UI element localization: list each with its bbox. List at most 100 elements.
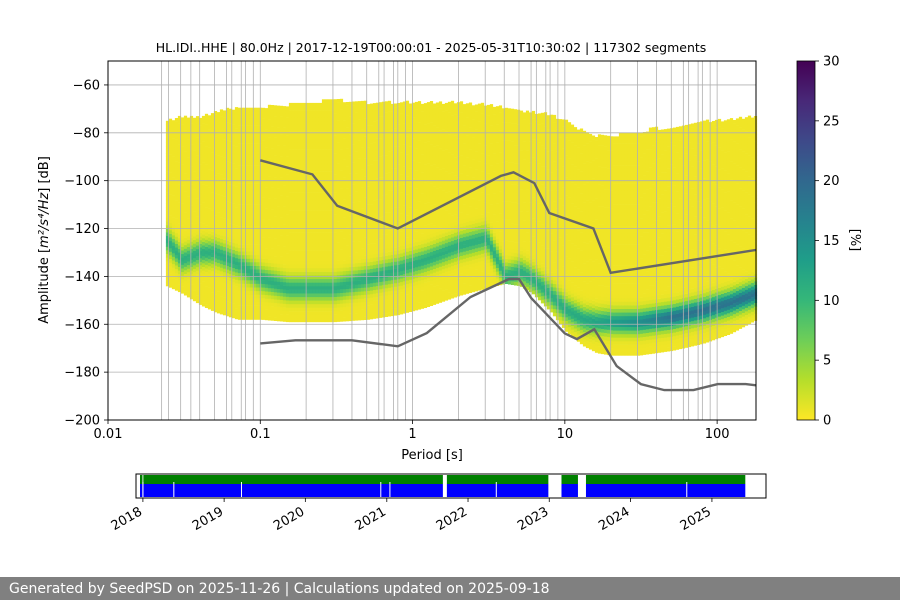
heatmap-cell: [315, 235, 320, 240]
heatmap-cell: [366, 204, 371, 209]
heatmap-cell: [300, 232, 305, 236]
heatmap-cell: [390, 107, 395, 112]
heatmap-cell: [342, 159, 347, 164]
heatmap-cell: [195, 184, 200, 189]
heatmap-cell: [228, 151, 233, 156]
heatmap-cell: [225, 287, 230, 292]
heatmap-cell: [219, 263, 224, 268]
heatmap-cell: [339, 292, 344, 297]
heatmap-cell: [321, 113, 326, 118]
heatmap-cell: [240, 251, 245, 256]
heatmap-cell: [216, 216, 221, 221]
heatmap-cell: [351, 284, 356, 289]
heatmap-cell: [318, 311, 323, 315]
heatmap-cell: [165, 207, 170, 211]
heatmap-cell: [399, 285, 404, 290]
heatmap-cell: [354, 313, 359, 317]
heatmap-cell: [372, 167, 377, 172]
heatmap-cell: [213, 308, 218, 313]
heatmap-cell: [342, 238, 347, 243]
heatmap-cell: [399, 123, 404, 128]
heatmap-cell: [267, 291, 272, 296]
heatmap-cell: [354, 115, 359, 120]
heatmap-cell: [375, 124, 380, 129]
heatmap-cell: [381, 248, 386, 253]
heatmap-cell: [348, 310, 353, 314]
heatmap-cell: [387, 208, 392, 213]
heatmap-cell: [168, 133, 173, 137]
heatmap-cell: [363, 229, 368, 234]
heatmap-cell: [234, 268, 239, 273]
heatmap-cell: [417, 255, 422, 260]
heatmap-cell: [180, 174, 185, 179]
heatmap-cell: [366, 262, 371, 266]
heatmap-cell: [393, 297, 398, 302]
heatmap-cell: [288, 174, 293, 179]
heatmap-cell: [168, 183, 173, 188]
heatmap-cell: [261, 211, 266, 216]
heatmap-cell: [402, 159, 407, 163]
heatmap-cell: [237, 140, 242, 144]
heatmap-cell: [321, 293, 326, 298]
heatmap-cell: [216, 194, 221, 199]
heatmap-cell: [408, 171, 413, 176]
heatmap-cell: [393, 171, 398, 176]
heatmap-cell: [216, 133, 221, 138]
heatmap-cell: [420, 182, 425, 187]
heatmap-cell: [222, 264, 227, 269]
heatmap-cell: [252, 236, 257, 241]
heatmap-cell: [306, 189, 311, 193]
heatmap-cell: [267, 198, 272, 202]
heatmap-cell: [231, 195, 236, 200]
heatmap-cell: [417, 223, 422, 228]
heatmap-cell: [357, 237, 362, 242]
heatmap-cell: [378, 278, 383, 282]
heatmap-cell: [387, 115, 392, 120]
heatmap-cell: [342, 184, 347, 189]
heatmap-cell: [417, 233, 422, 238]
heatmap-cell: [297, 153, 302, 157]
heatmap-cell: [183, 162, 188, 167]
heatmap-cell: [168, 219, 173, 224]
heatmap-cell: [219, 159, 224, 164]
heatmap-cell: [312, 203, 317, 208]
heatmap-cell: [192, 275, 197, 280]
heatmap-cell: [357, 155, 362, 159]
heatmap-cell: [171, 166, 176, 171]
heatmap-cell: [267, 108, 272, 113]
heatmap-cell: [393, 243, 398, 248]
heatmap-cell: [369, 204, 374, 208]
heatmap-cell: [345, 170, 350, 175]
heatmap-cell: [366, 201, 371, 205]
heatmap-cell: [339, 228, 344, 232]
heatmap-cell: [285, 314, 290, 319]
heatmap-cell: [357, 111, 362, 116]
heatmap-cell: [309, 153, 314, 157]
heatmap-cell: [273, 198, 278, 203]
heatmap-cell: [405, 107, 410, 112]
heatmap-cell: [237, 305, 242, 309]
heatmap-cell: [180, 135, 185, 140]
heatmap-cell: [411, 239, 416, 243]
heatmap-cell: [183, 244, 188, 249]
heatmap-cell: [270, 205, 275, 210]
heatmap-cell: [165, 210, 170, 215]
heatmap-cell: [270, 266, 275, 271]
heatmap-cell: [327, 196, 332, 201]
heatmap-cell: [306, 260, 311, 265]
heatmap-cell: [417, 158, 422, 163]
heatmap-cell: [201, 230, 206, 235]
heatmap-cell: [378, 120, 383, 125]
heatmap-cell: [267, 162, 272, 167]
heatmap-cell: [324, 174, 329, 179]
heatmap-cell: [357, 298, 362, 303]
heatmap-cell: [366, 161, 371, 166]
heatmap-cell: [228, 227, 233, 232]
heatmap-cell: [204, 185, 209, 190]
heatmap-cell: [279, 213, 284, 218]
heatmap-cell: [384, 144, 389, 149]
heatmap-cell: [381, 277, 386, 282]
heatmap-cell: [384, 162, 389, 167]
heatmap-cell: [300, 207, 305, 211]
heatmap-cell: [339, 285, 344, 290]
